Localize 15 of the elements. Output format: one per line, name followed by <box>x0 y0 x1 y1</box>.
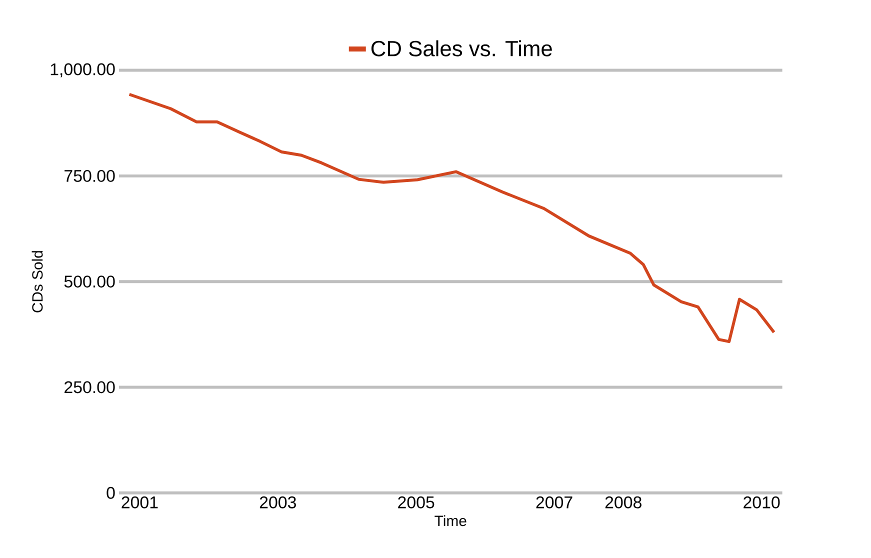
y-tick-label: 500.00 <box>64 276 115 288</box>
legend-label: CD Sales vs. Time <box>371 40 552 56</box>
line-series <box>128 92 776 344</box>
y-tick-label: 0 <box>106 486 115 499</box>
x-axis-title: Time <box>434 515 466 526</box>
x-tick-label: 2007 <box>536 496 572 508</box>
x-tick-label: 2001 <box>122 496 158 508</box>
y-tick-label: 750.00 <box>64 170 115 182</box>
y-axis-title: CDs Sold <box>32 251 43 312</box>
y-tick-label: 1,000.00 <box>50 63 115 78</box>
x-tick-label: 2010 <box>744 496 780 508</box>
x-tick-label: 2008 <box>605 496 642 508</box>
x-tick-label: 2005 <box>398 496 434 508</box>
y-tick-label: 250.00 <box>64 381 115 394</box>
x-tick-label: 2003 <box>260 496 296 508</box>
